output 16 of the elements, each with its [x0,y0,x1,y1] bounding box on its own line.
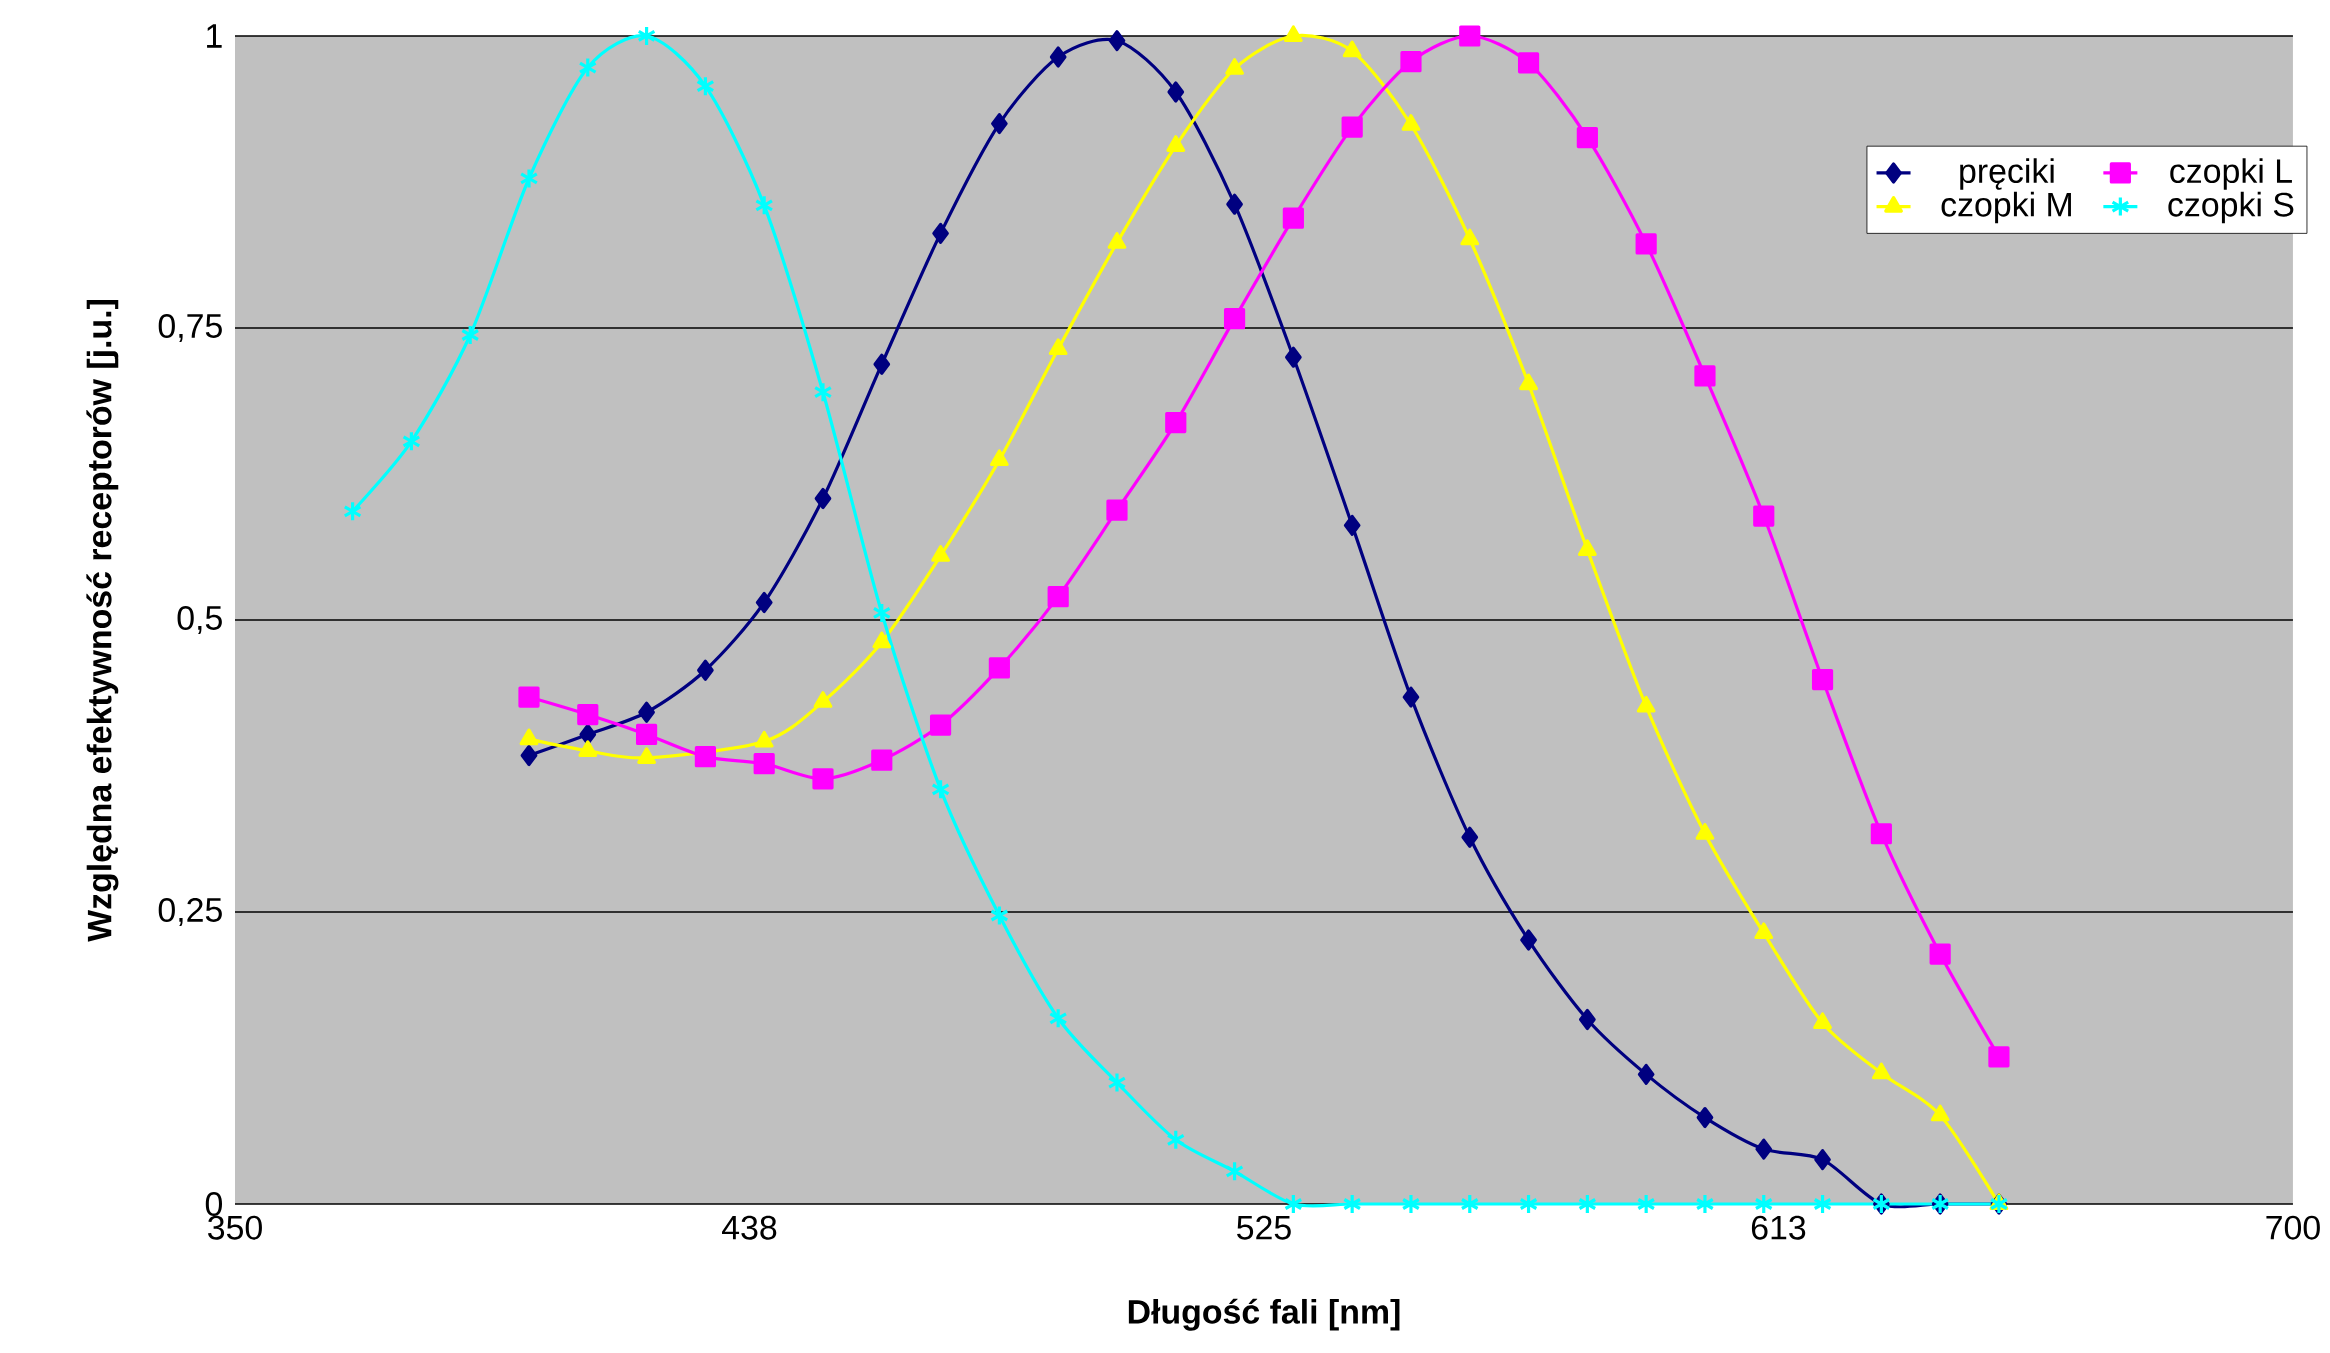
legend-label: czopki L [2170,158,2292,190]
legend-label: pręciki [1960,158,2054,190]
x-tick-label: 350 [208,1215,262,1240]
x-axis-title: Długość fali [nm] [1128,1298,1400,1331]
y-axis-title: Względna efektywność receptorów [j.u.] [86,300,119,942]
x-tick-label: 438 [722,1215,777,1240]
legend-label: czopki M [1941,191,2071,224]
y-tick-label: 1 [207,24,222,48]
y-tick-label: 0,25 [158,898,222,926]
legend-label: czopki S [2168,191,2294,224]
x-tick-label: 700 [2266,1215,2320,1240]
y-tick-label: 0,75 [158,313,222,342]
y-tick-label: 0,5 [177,606,222,634]
y-tick-label: 0 [205,1192,223,1216]
x-tick-label: 525 [1237,1215,1291,1240]
x-tick-label: 613 [1751,1215,1806,1240]
